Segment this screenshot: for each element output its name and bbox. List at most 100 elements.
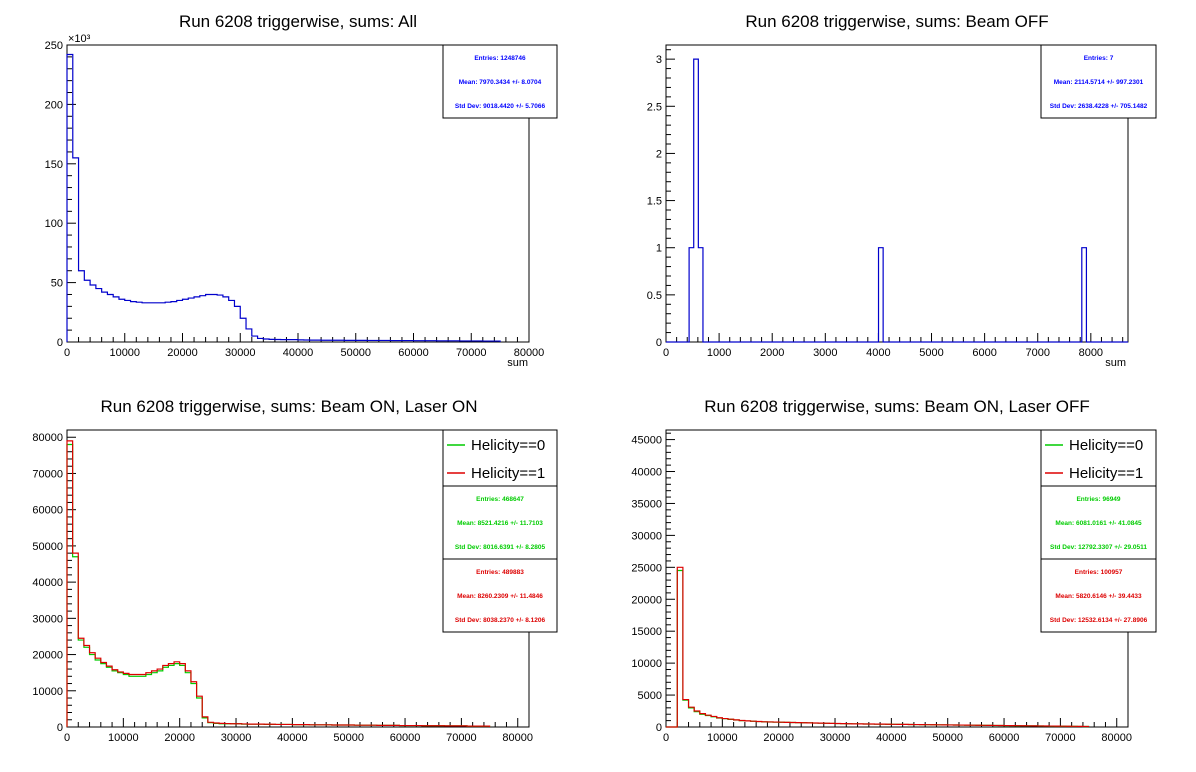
x-tick-label: 80000 — [1101, 732, 1132, 744]
y-tick-label: 40000 — [32, 577, 63, 589]
y-tick-label: 60000 — [32, 505, 63, 517]
x-tick-label: 80000 — [502, 732, 533, 744]
x-tick-label: 6000 — [972, 347, 996, 359]
y-tick-label: 10000 — [32, 686, 63, 698]
panel-beam-on-laser-off: Run 6208 triggerwise, sums: Beam ON, Las… — [631, 397, 1157, 744]
y-tick-label: 50000 — [32, 541, 63, 553]
plot-area: 0 1000 2000 3000 4000 5000 6000 7000 8000 0 0.5 1 1.… — [647, 44, 1157, 359]
x-tick-label: 10000 — [707, 732, 738, 744]
y-tick-label: 70000 — [32, 468, 63, 480]
x-tick-label: 4000 — [866, 347, 890, 359]
stats-line: Mean: 2114.5714 +/- 997.2301 — [1054, 79, 1144, 86]
y-tick-label: 25000 — [631, 562, 662, 574]
y-tick-label: 2 — [656, 148, 662, 160]
panel-beam-off: Run 6208 triggerwise, sums: Beam OFF 0 10… — [647, 12, 1157, 369]
y-tick-label: 1 — [656, 243, 662, 255]
x-tick-label: 10000 — [109, 347, 140, 359]
x-tick-label: 7000 — [1025, 347, 1049, 359]
histogram-series-helicity-1 — [666, 566, 1090, 728]
y-tick-label: 100 — [45, 218, 63, 230]
stats-line: Std Dev: 2638.4228 +/- 705.1482 — [1050, 103, 1148, 110]
stats-line: Std Dev: 12792.3307 +/- 29.0511 — [1050, 544, 1147, 551]
x-tick-label: 70000 — [446, 732, 477, 744]
stats-line: Mean: 5820.6146 +/- 39.4433 — [1055, 593, 1142, 600]
y-tick-label: 1.5 — [647, 196, 662, 208]
legend-box — [442, 429, 558, 487]
y-tick-label: 20000 — [32, 650, 63, 662]
y-tick-label: 45000 — [631, 435, 662, 447]
x-tick-label: 50000 — [932, 732, 963, 744]
panel-beam-on-laser-on: Run 6208 triggerwise, sums: Beam ON, Las… — [32, 397, 558, 744]
x-tick-label: 2000 — [760, 347, 784, 359]
plot-area: 0 10000 20000 30000 40000 50000 60000 70000 8000… — [631, 429, 1157, 744]
stats-box — [442, 44, 558, 119]
y-tick-label: 250 — [45, 40, 63, 52]
stats-line: Std Dev: 8038.2370 +/- 8.1206 — [455, 617, 546, 624]
x-tick-label: 30000 — [820, 732, 851, 744]
y-tick-label: 80000 — [32, 432, 63, 444]
plot-area: 0 10000 20000 30000 40000 50000 60000 70000 8000… — [45, 40, 558, 359]
stats-line: Entries: 1248746 — [474, 55, 526, 62]
y-tick-label: 5000 — [638, 690, 662, 702]
x-tick-label: 60000 — [398, 347, 429, 359]
x-tick-label: 0 — [64, 732, 70, 744]
y-tick-label: 200 — [45, 99, 63, 111]
histogram-series-helicity-0 — [66, 443, 491, 727]
stats-line: Entries: 100957 — [1075, 569, 1123, 576]
legend-label: Helicity==1 — [1069, 465, 1143, 482]
y-tick-label: 10000 — [631, 658, 662, 670]
x-tick-label: 80000 — [514, 347, 545, 359]
legend-label: Helicity==1 — [471, 465, 545, 482]
x-tick-label: 0 — [663, 347, 669, 359]
y-tick-label: 30000 — [631, 530, 662, 542]
stats-line: Mean: 8521.4216 +/- 11.7103 — [457, 520, 543, 527]
y-tick-label: 20000 — [631, 594, 662, 606]
x-tick-label: 30000 — [221, 732, 252, 744]
stats-line: Entries: 489883 — [476, 569, 524, 576]
chart-title: Run 6208 triggerwise, sums: All — [179, 12, 417, 31]
stats-line: Mean: 8260.2309 +/- 11.4846 — [457, 593, 543, 600]
y-tick-label: 35000 — [631, 498, 662, 510]
x-tick-label: 60000 — [989, 732, 1020, 744]
stats-line: Entries: 96949 — [1076, 496, 1120, 503]
chart-title: Run 6208 triggerwise, sums: Beam ON, Las… — [704, 397, 1089, 416]
x-tick-label: 30000 — [225, 347, 256, 359]
x-tick-label: 60000 — [390, 732, 421, 744]
x-tick-label: 40000 — [277, 732, 308, 744]
y-tick-label: 0.5 — [647, 290, 662, 302]
legend-label: Helicity==0 — [471, 437, 545, 454]
stats-box — [442, 485, 558, 560]
y-tick-label: 30000 — [32, 613, 63, 625]
y-tick-label: 0 — [57, 722, 63, 734]
y-tick-label: 0 — [57, 337, 63, 349]
x-tick-label: 70000 — [456, 347, 487, 359]
x-tick-label: 70000 — [1045, 732, 1076, 744]
histogram-series-0 — [66, 53, 501, 342]
x-tick-label: 8000 — [1079, 347, 1103, 359]
x-tick-label: 20000 — [167, 347, 198, 359]
legend-box — [1040, 429, 1157, 487]
stats-box — [442, 558, 558, 633]
histogram-series-helicity-1 — [66, 440, 491, 727]
y-tick-label: 50 — [51, 278, 63, 290]
stats-line: Std Dev: 12532.6134 +/- 27.8906 — [1050, 617, 1148, 624]
stats-line: Mean: 6081.0161 +/- 41.0845 — [1055, 520, 1142, 527]
y-tick-label: 0 — [656, 337, 662, 349]
x-tick-label: 0 — [663, 732, 669, 744]
x-tick-label: 1000 — [707, 347, 731, 359]
stats-box — [1040, 44, 1157, 119]
x-tick-label: 40000 — [876, 732, 907, 744]
chart-title: Run 6208 triggerwise, sums: Beam OFF — [745, 12, 1048, 31]
x-tick-label: 20000 — [763, 732, 794, 744]
y-exponent: ×10³ — [68, 33, 91, 45]
x-axis-label: sum — [1105, 357, 1126, 369]
y-tick-label: 40000 — [631, 467, 662, 479]
y-tick-label: 150 — [45, 159, 63, 171]
panel-all: Run 6208 triggerwise, sums: All 0 10000 20… — [45, 12, 558, 369]
stats-box — [1040, 485, 1157, 560]
legend-label: Helicity==0 — [1069, 437, 1143, 454]
x-tick-label: 3000 — [813, 347, 837, 359]
x-tick-label: 50000 — [340, 347, 371, 359]
y-tick-label: 3 — [656, 54, 662, 66]
